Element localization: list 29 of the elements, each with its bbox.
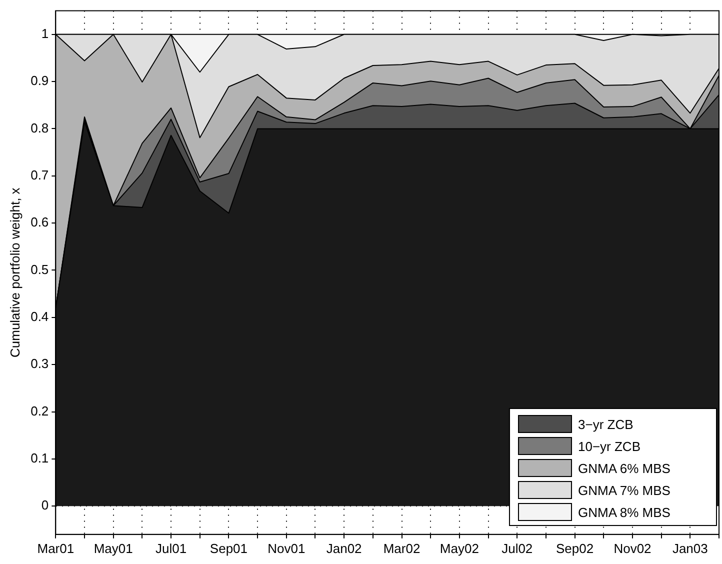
x-tick-label: Jul01 [155, 540, 187, 556]
x-tick-label: Jan03 [672, 540, 708, 556]
series-label: 3−yr ZCB [578, 416, 634, 432]
y-tick-label: 0.4 [30, 308, 49, 324]
y-tick-label: 0.7 [30, 167, 49, 182]
y-tick-label: 0.1 [30, 450, 49, 466]
y-tick-label: 0.5 [30, 262, 49, 277]
x-tick-label: Jul02 [502, 540, 533, 556]
x-tick-label: May02 [440, 540, 479, 556]
x-tick-label: Sep01 [210, 540, 248, 556]
x-tick-label: Jan02 [326, 540, 362, 556]
y-tick-label: 0.8 [30, 120, 49, 136]
y-tick-label: 0.9 [30, 73, 49, 88]
legend-label: GNMA 8% MBS [578, 504, 670, 520]
series-label: GNMA 6% MBS [578, 460, 670, 476]
x-tick-label: Mar02 [383, 540, 420, 556]
series-label: 10−yr ZCB [578, 438, 640, 454]
series-label: GNMA 7% MBS [578, 482, 670, 498]
y-axis-title: Cumulative portfolio weight, x [7, 187, 22, 358]
x-tick-label: Sep02 [556, 540, 594, 556]
x-tick-label: Mar01 [37, 540, 74, 556]
y-tick-label: 1 [41, 26, 49, 41]
y-tick-label: 0.6 [30, 214, 49, 230]
y-tick-label: 0.3 [30, 356, 49, 372]
x-tick-label: Nov02 [614, 540, 652, 556]
x-tick-label: Nov01 [268, 540, 306, 556]
x-tick-label: May01 [94, 540, 133, 556]
y-tick-label: 0 [41, 498, 49, 513]
y-tick-label: 0.2 [30, 403, 49, 418]
